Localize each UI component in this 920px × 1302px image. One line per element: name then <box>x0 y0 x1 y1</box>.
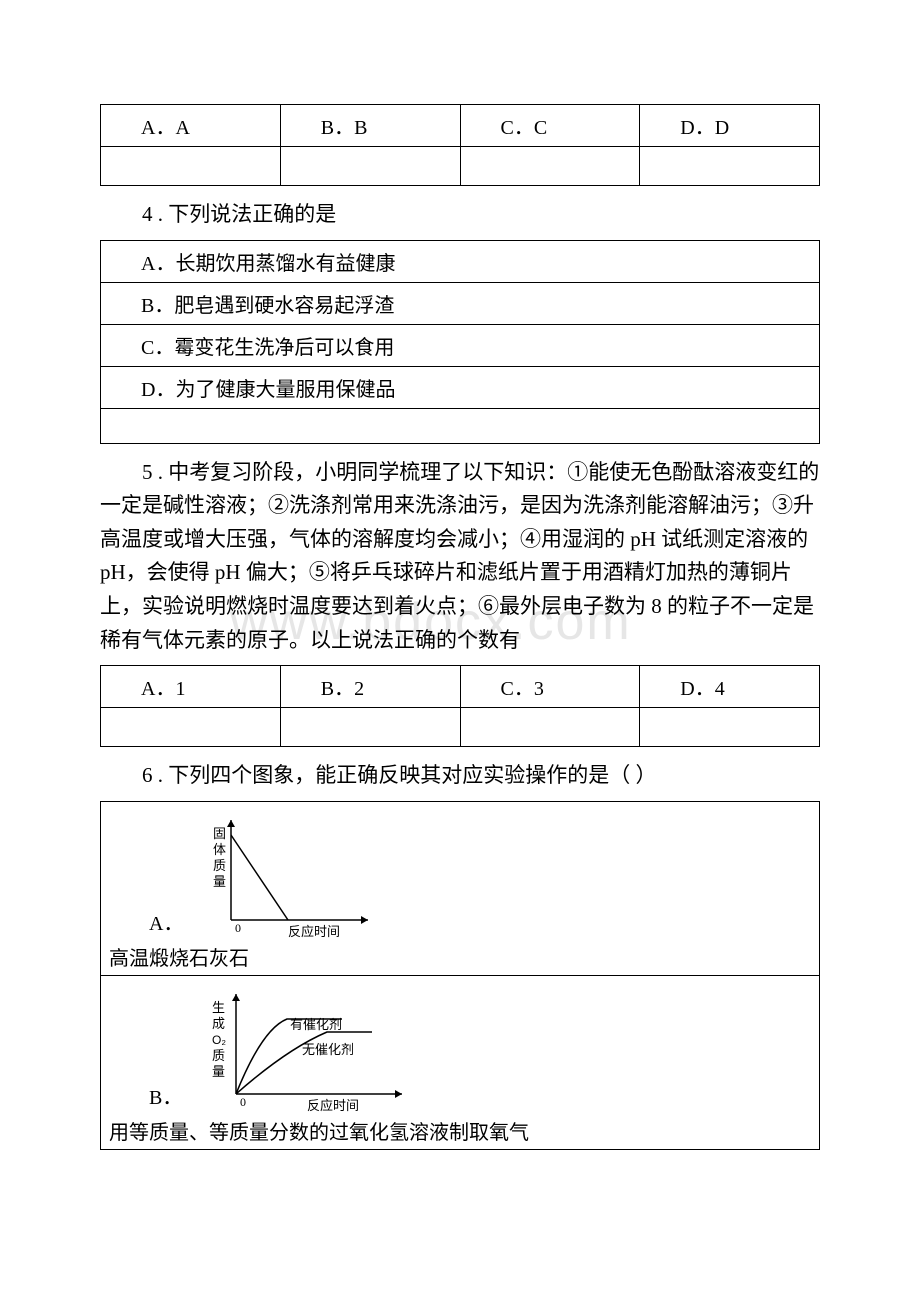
q6-figA-chart: 固 体 质 量 反应时间 0 <box>193 810 383 940</box>
q4-options-table: A．长期饮用蒸馏水有益健康 B．肥皂遇到硬水容易起浮渣 C．霉变花生洗净后可以食… <box>100 240 820 444</box>
q5-stem: 5 . 中考复习阶段，小明同学梳理了以下知识：①能使无色酚酞溶液变红的一定是碱性… <box>100 456 820 658</box>
figA-yl1: 固 <box>213 826 226 841</box>
q4-opt-b: B．肥皂遇到硬水容易起浮渣 <box>101 282 820 324</box>
q6-figB-caption: 用等质量、等质量分数的过氧化氢溶液制取氧气 <box>109 1116 811 1145</box>
figB-line2-label: 无催化剂 <box>302 1042 354 1057</box>
q4-opt-d: D．为了健康大量服用保健品 <box>101 366 820 408</box>
figB-yl1: 生 <box>212 1000 225 1015</box>
figA-yl4: 量 <box>213 874 226 889</box>
q6-figA-cell: A． 固 体 质 量 反 <box>101 801 820 975</box>
q4-opt-a: A．长期饮用蒸馏水有益健康 <box>101 240 820 282</box>
figB-yl5: 量 <box>212 1064 225 1079</box>
figA-xlabel: 反应时间 <box>288 924 340 939</box>
q5-opt-a: A．1 <box>101 666 281 708</box>
q5-options-table: A．1 B．2 C．3 D．4 <box>100 665 820 747</box>
figA-origin: 0 <box>235 921 241 935</box>
q6-figB-cell: B． 生 成 O₂ 质 量 <box>101 975 820 1149</box>
figB-yl2: 成 <box>212 1016 225 1031</box>
figB-origin: 0 <box>240 1095 246 1109</box>
q3-opt-a: A．A <box>101 105 281 147</box>
q5-opt-b: B．2 <box>280 666 460 708</box>
q5-opt-c: C．3 <box>460 666 640 708</box>
q4-opt-c: C．霉变花生洗净后可以食用 <box>101 324 820 366</box>
figA-yl3: 质 <box>213 858 226 873</box>
figA-yl2: 体 <box>213 842 226 857</box>
q6-figB-label: B． <box>149 1081 182 1110</box>
q6-stem: 6 . 下列四个图象，能正确反映其对应实验操作的是（ ） <box>100 759 820 793</box>
figB-yl4: 质 <box>212 1048 225 1063</box>
q6-figA-label: A． <box>149 907 183 936</box>
figB-yl3: O₂ <box>212 1033 226 1047</box>
q3-opt-c: C．C <box>460 105 640 147</box>
q5-opt-d: D．4 <box>640 666 820 708</box>
figB-line1-label: 有催化剂 <box>290 1017 342 1032</box>
q3-options-table: A．A B．B C．C D．D <box>100 104 820 186</box>
q6-figB-chart: 生 成 O₂ 质 量 反应时间 0 <box>192 984 422 1114</box>
q6-figA-caption: 高温煅烧石灰石 <box>109 942 811 971</box>
q3-opt-b: B．B <box>280 105 460 147</box>
q6-figures-table: A． 固 体 质 量 反 <box>100 801 820 1150</box>
q4-stem: 4 . 下列说法正确的是 <box>100 198 820 232</box>
q3-opt-d: D．D <box>640 105 820 147</box>
figB-xlabel: 反应时间 <box>307 1098 359 1113</box>
